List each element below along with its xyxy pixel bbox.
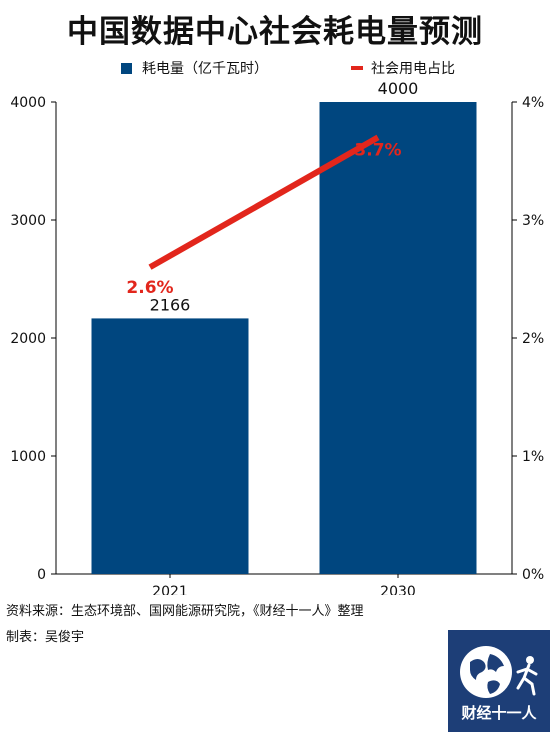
legend-item-line: 社会用电占比 (351, 58, 455, 78)
chart-area: 0 1000 2000 3000 4000 0% 1% 2% 3% 4% 2166 4000 2021 2… (10, 80, 544, 595)
y-left-tick-label: 3000 (10, 213, 46, 229)
series-line-share (148, 134, 380, 270)
line-value-label: 3.7% (354, 140, 401, 160)
bar (91, 318, 249, 574)
bar (319, 102, 477, 574)
x-tick-label: 2030 (380, 584, 416, 595)
logo-text: 财经十一人 (461, 704, 537, 722)
chart-title: 中国数据中心社会耗电量预测 (67, 14, 483, 50)
legend-swatch-bar (121, 62, 132, 74)
bar-value-label: 2166 (150, 295, 191, 314)
y-right-tick-label: 2% (522, 331, 544, 347)
maker-note: 制表：吴俊宇 (6, 630, 85, 645)
y-left-tick-label: 0 (37, 567, 46, 583)
legend-swatch-line (351, 66, 363, 70)
y-left-tick-label: 1000 (10, 449, 46, 465)
y-right-tick-label: 1% (522, 449, 544, 465)
runner-icon (516, 656, 538, 696)
publisher-logo: 财经十一人 (448, 630, 550, 732)
y-right-tick-label: 3% (522, 213, 544, 229)
line-value-label: 2.6% (126, 278, 173, 298)
legend-label-line: 社会用电占比 (371, 61, 455, 77)
y-left-tick-label: 2000 (10, 331, 46, 347)
source-note: 资料来源：生态环境部、国网能源研究院，《财经十一人》整理 (6, 604, 364, 619)
x-tick-label: 2021 (152, 584, 188, 595)
y-right-tick-label: 4% (522, 95, 544, 111)
legend-label-bar: 耗电量（亿千瓦时） (142, 61, 268, 77)
y-left-tick-label: 4000 (10, 95, 46, 111)
legend-item-bar: 耗电量（亿千瓦时） (121, 58, 268, 78)
globe-icon (460, 646, 512, 698)
y-right-tick-label: 0% (522, 567, 544, 583)
bar-value-label: 4000 (378, 80, 419, 98)
